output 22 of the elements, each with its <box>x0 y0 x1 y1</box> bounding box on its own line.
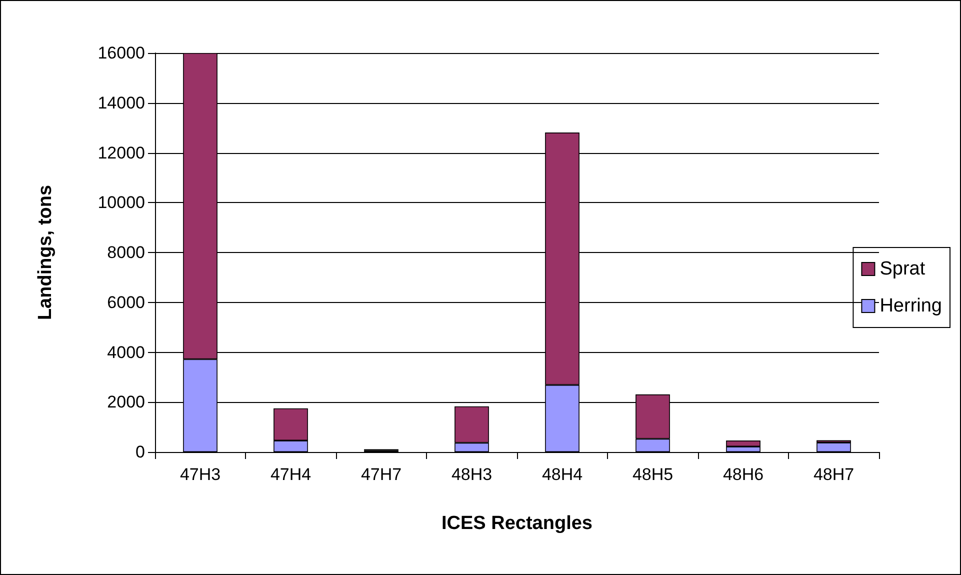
y-tick-label: 8000 <box>107 243 145 262</box>
x-tick-label: 48H4 <box>542 465 583 484</box>
y-tick-label: 16000 <box>98 44 145 62</box>
x-tick-label: 48H7 <box>813 465 854 484</box>
legend-label: Herring <box>880 296 942 316</box>
y-tick-label: 14000 <box>98 93 145 112</box>
y-tick-label: 10000 <box>98 193 145 212</box>
x-tick-label: 47H7 <box>360 465 402 484</box>
bar <box>816 442 851 452</box>
y-axis-title: Landings, tons <box>35 184 56 320</box>
x-tick-label: 47H3 <box>180 465 221 484</box>
y-tick-label: 0 <box>136 442 145 462</box>
y-tick-label: 12000 <box>98 143 145 162</box>
x-tick-label: 48H3 <box>451 465 492 484</box>
y-tick-label: 4000 <box>107 342 145 362</box>
x-tick-label: 48H5 <box>632 465 674 484</box>
y-tick-label: 2000 <box>107 392 145 412</box>
y-tick-label: 6000 <box>107 292 145 312</box>
x-tick-label: 48H6 <box>722 465 764 484</box>
x-axis-title: ICES Rectangles <box>442 513 592 534</box>
legend-label: Sprat <box>880 258 926 280</box>
x-tick-label: 47H4 <box>270 465 312 484</box>
